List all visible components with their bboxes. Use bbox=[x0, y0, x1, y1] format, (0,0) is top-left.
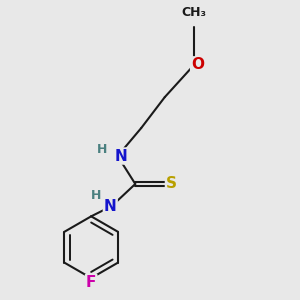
Text: H: H bbox=[97, 143, 107, 156]
Text: F: F bbox=[86, 275, 96, 290]
Text: S: S bbox=[166, 176, 177, 191]
Text: CH₃: CH₃ bbox=[182, 6, 207, 19]
Text: N: N bbox=[114, 148, 127, 164]
Text: O: O bbox=[191, 57, 204, 72]
Text: N: N bbox=[104, 199, 117, 214]
Text: H: H bbox=[90, 189, 101, 202]
